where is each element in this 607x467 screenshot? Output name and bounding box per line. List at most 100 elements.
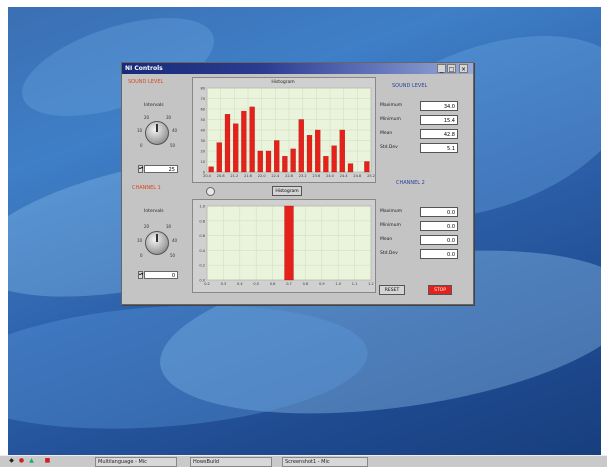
x-tick-label: 25.2 <box>367 174 375 178</box>
title-bar[interactable]: NI Controls _ □ × <box>122 63 473 74</box>
value-spinner[interactable]: ▴▾ <box>138 165 143 173</box>
minimize-button[interactable]: _ <box>437 64 446 73</box>
knob-tick: 10 <box>137 238 143 243</box>
sound-level-section-label: SOUND LEVEL <box>128 79 164 85</box>
y-tick-label: 0.0 <box>199 279 205 283</box>
start-icon[interactable]: ◆ <box>9 457 14 464</box>
knob-tick: 20 <box>144 115 150 120</box>
x-tick-label: 20.4 <box>203 174 212 178</box>
stat-value-field: 0.0 <box>420 235 458 245</box>
app-icon[interactable]: ● <box>18 457 25 464</box>
stat-label: Mean <box>380 131 393 136</box>
x-tick-label: 22.8 <box>285 174 293 178</box>
x-tick-label: 0.8 <box>303 282 309 286</box>
stat-label: Maximum <box>380 103 403 108</box>
knob-tick: 50 <box>170 253 176 258</box>
stat-label: Std.Dev <box>380 251 398 256</box>
stat-value-field: 0.0 <box>420 221 458 231</box>
histogram-chart: 1.00.80.60.40.20.00.2 0.3 0.4 0.5 0.6 0.7 0.8 0… <box>199 205 373 287</box>
histogram-bar <box>233 123 239 173</box>
x-tick-label: 0.7 <box>286 282 292 286</box>
stat-value-field: 42.8 <box>420 129 458 139</box>
knob-tick: 30 <box>166 224 172 229</box>
intervals-knob[interactable] <box>145 231 169 255</box>
histogram-bar <box>290 148 296 173</box>
knob-tick: 0 <box>140 143 143 148</box>
histogram-mode-button[interactable]: Histogram <box>272 186 302 196</box>
knob-tick: 0 <box>140 253 143 258</box>
app-icon[interactable]: ■ <box>44 457 51 464</box>
histogram-bar <box>208 166 214 173</box>
intervals-label: Intervals <box>144 209 164 214</box>
knob-pointer <box>156 124 158 132</box>
stat-value-field: 15.4 <box>420 115 458 125</box>
histogram-bar <box>315 129 321 173</box>
histogram-bar <box>323 156 329 173</box>
stat-value-field: 0.0 <box>420 207 458 217</box>
app-icon[interactable]: ▲ <box>29 457 34 464</box>
histogram-bar <box>306 135 313 173</box>
histogram-bar <box>241 110 247 173</box>
stat-label: Minimum <box>380 117 401 122</box>
knob-tick: 20 <box>144 224 150 229</box>
x-tick-label: 24.0 <box>326 174 334 178</box>
app-window: NI Controls _ □ × SOUND LEVEL Intervals … <box>121 62 474 305</box>
close-button[interactable]: × <box>459 64 468 73</box>
maximize-button[interactable]: □ <box>447 64 456 73</box>
y-tick-label: 0 <box>203 171 205 175</box>
y-tick-label: 60 <box>201 108 205 112</box>
knob-tick: 40 <box>172 238 178 243</box>
x-tick-label: 24.4 <box>340 174 349 178</box>
y-tick-label: 40 <box>201 129 205 133</box>
x-tick-label: 0.6 <box>270 282 276 286</box>
y-tick-label: 10 <box>201 160 205 164</box>
y-tick-label: 30 <box>201 139 205 143</box>
y-tick-label: 0.8 <box>199 219 205 223</box>
value-spinner[interactable]: ▴▾ <box>138 271 143 279</box>
histogram-bar <box>282 156 288 173</box>
histogram-bar <box>257 150 263 173</box>
intervals-value-field[interactable]: 0 <box>144 271 178 279</box>
sound-level-stats-label: SOUND LEVEL <box>392 83 428 89</box>
x-tick-label: 0.4 <box>237 282 243 286</box>
x-tick-label: 22.4 <box>271 174 280 178</box>
histogram-panel: 1.0 0.8 0.6 0.4 0.2 0.0 0.2 0.3 0.4 0.5 0.6 0.7 0.8 0… <box>192 199 376 293</box>
x-tick-label: 22.0 <box>258 174 266 178</box>
y-tick-label: 70 <box>201 97 205 101</box>
x-tick-label: 24.8 <box>353 174 361 178</box>
knob-pointer <box>156 234 158 242</box>
intervals-knob[interactable] <box>145 121 169 145</box>
x-tick-label: 0.3 <box>221 282 227 286</box>
x-tick-label: 23.6 <box>312 174 320 178</box>
y-tick-label: 0.6 <box>199 234 205 238</box>
channel-2-stats-label: CHANNEL 2 <box>396 180 425 186</box>
reset-button[interactable]: RESET <box>379 285 405 295</box>
taskbar: ◆ ● ▲ ■ Multilanguage - Mic HowsBuild Sc… <box>0 455 607 467</box>
histogram-bar <box>339 129 345 173</box>
x-tick-label: 0.5 <box>253 282 259 286</box>
x-tick-label: 0.9 <box>319 282 325 286</box>
histogram-bar <box>265 150 272 173</box>
x-tick-label: 1.1 <box>352 282 358 286</box>
knob-tick: 40 <box>172 128 178 133</box>
stop-button[interactable]: STOP <box>428 285 452 295</box>
histogram-bar <box>284 205 294 281</box>
window-title: NI Controls <box>125 65 163 72</box>
histogram-bar <box>331 145 337 173</box>
histogram-chart: 80 70 60 50 40 30 20 10 020.4 20.8 21.2 21.6 22.0 22.… <box>201 87 375 179</box>
knob-tick: 30 <box>166 115 172 120</box>
knob-tick: 50 <box>170 143 176 148</box>
intervals-value-field[interactable]: 25 <box>144 165 178 173</box>
y-tick-label: 1.0 <box>199 205 205 209</box>
channel-1-section-label: CHANNEL 1 <box>132 185 161 191</box>
histogram-bar <box>347 163 354 173</box>
x-tick-label: 1.0 <box>335 282 341 286</box>
y-tick-label: 20 <box>201 150 205 154</box>
histogram-toggle[interactable] <box>206 187 215 196</box>
histogram-bar <box>364 161 370 173</box>
stat-label: Minimum <box>380 223 401 228</box>
stat-label: Mean <box>380 237 393 242</box>
stat-value-field: 34.0 <box>420 101 458 111</box>
y-tick-label: 50 <box>201 118 205 122</box>
intervals-label: Intervals <box>144 103 164 108</box>
